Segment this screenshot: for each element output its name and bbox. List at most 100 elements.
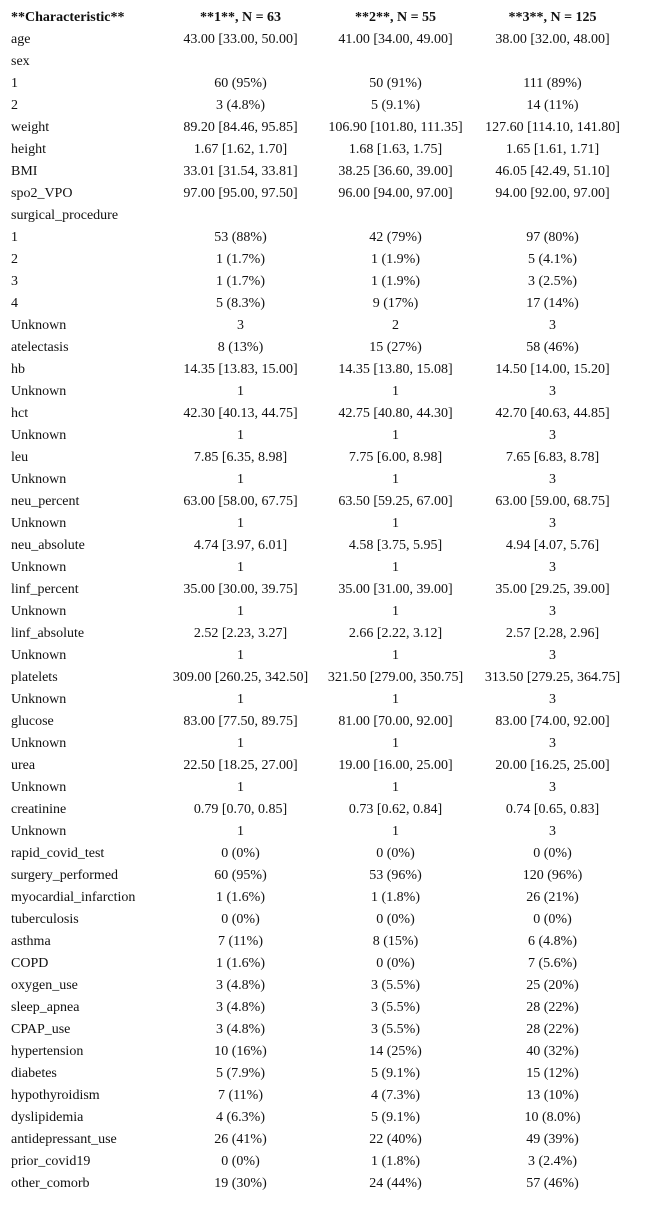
table-row: Unknown 1 1 3 — [9, 821, 632, 843]
table-row: 1 60 (95%) 50 (91%) 111 (89%) — [9, 73, 632, 95]
group-2-value: 1 — [392, 560, 399, 575]
group-2-value: 50 (91%) — [369, 76, 422, 91]
group-2-value — [318, 51, 473, 73]
row-label: 3 — [11, 274, 18, 289]
group-3-value: 17 (14%) — [526, 296, 579, 311]
group-3-value: 1.65 [1.61, 1.71] — [505, 142, 600, 157]
group-1-value: 0 (0%) — [221, 846, 260, 861]
row-label: diabetes — [11, 1066, 57, 1081]
group-1-value: 1.67 [1.62, 1.70] — [193, 142, 288, 157]
group-2-value: 14 (25%) — [369, 1044, 422, 1059]
row-label: oxygen_use — [11, 978, 78, 993]
group-2-value: 15 (27%) — [369, 340, 422, 355]
group-3-value: 3 (2.5%) — [528, 274, 577, 289]
row-label: other_comorb — [11, 1176, 90, 1191]
group-3-value: 83.00 [74.00, 92.00] — [495, 714, 610, 729]
group-2-value: 63.50 [59.25, 67.00] — [338, 494, 453, 509]
row-label: urea — [11, 758, 36, 773]
group-3-value: 3 — [549, 318, 556, 333]
table-row: other_comorb 19 (30%) 24 (44%) 57 (46%) — [9, 1173, 632, 1195]
group-1-value: 10 (16%) — [214, 1044, 267, 1059]
row-label: COPD — [11, 956, 49, 971]
row-label: Unknown — [11, 516, 67, 531]
table-row: 2 1 (1.7%) 1 (1.9%) 5 (4.1%) — [9, 249, 632, 271]
group-3-value: 3 — [549, 692, 556, 707]
row-label: 2 — [11, 98, 18, 113]
row-label: weight — [11, 120, 50, 135]
group-3-value: 94.00 [92.00, 97.00] — [495, 186, 610, 201]
group-1-value: 7.85 [6.35, 8.98] — [193, 450, 288, 465]
group-1-value: 0 (0%) — [221, 1154, 260, 1169]
table-row: 4 5 (8.3%) 9 (17%) 17 (14%) — [9, 293, 632, 315]
table-row: dyslipidemia 4 (6.3%) 5 (9.1%) 10 (8.0%) — [9, 1107, 632, 1129]
group-2-value: 14.35 [13.80, 15.08] — [338, 362, 453, 377]
group-3-value — [473, 205, 632, 227]
group-1-value: 3 (4.8%) — [216, 1000, 265, 1015]
group-2-value: 5 (9.1%) — [371, 98, 420, 113]
group-2-value: 321.50 [279.00, 350.75] — [327, 670, 464, 685]
group-3-value: 46.05 [42.49, 51.10] — [495, 164, 610, 179]
group-2-value: 1 — [392, 384, 399, 399]
group-2-value: 41.00 [34.00, 49.00] — [338, 32, 453, 47]
group-1-value: 0.79 [0.70, 0.85] — [193, 802, 288, 817]
table-row: platelets 309.00 [260.25, 342.50] 321.50 [… — [9, 667, 632, 689]
group-2-value: 7.75 [6.00, 8.98] — [348, 450, 443, 465]
group-1-value: 19 (30%) — [214, 1176, 267, 1191]
group-3-value: 3 — [549, 736, 556, 751]
row-label: spo2_VPO — [11, 186, 73, 201]
group-2-value — [318, 205, 473, 227]
row-label: height — [11, 142, 46, 157]
row-label: Unknown — [11, 736, 67, 751]
group-3-value: 14 (11%) — [526, 98, 579, 113]
group-3-value: 4.94 [4.07, 5.76] — [505, 538, 600, 553]
group-2-value: 1 — [392, 824, 399, 839]
group-3-value: 28 (22%) — [526, 1000, 579, 1015]
group-3-value: 49 (39%) — [526, 1132, 579, 1147]
group-1-value: 63.00 [58.00, 67.75] — [183, 494, 298, 509]
row-label: linf_absolute — [11, 626, 85, 641]
row-label: surgery_performed — [11, 868, 119, 883]
group-3-value: 3 — [549, 604, 556, 619]
group-2-value: 19.00 [16.00, 25.00] — [338, 758, 453, 773]
table-row: leu 7.85 [6.35, 8.98] 7.75 [6.00, 8.98] 7.6… — [9, 447, 632, 469]
group-1-value: 60 (95%) — [214, 76, 267, 91]
row-label: creatinine — [11, 802, 67, 817]
group-3-value: 3 — [549, 780, 556, 795]
table-row: Unknown 1 1 3 — [9, 689, 632, 711]
group-3-value: 5 (4.1%) — [528, 252, 577, 267]
group-3-value: 0 (0%) — [533, 846, 572, 861]
group-1-value: 7 (11%) — [218, 934, 263, 949]
table-row: sleep_apnea 3 (4.8%) 3 (5.5%) 28 (22%) — [9, 997, 632, 1019]
summary-table: **Characteristic** **1**, N = 63 **2**, … — [9, 7, 632, 1195]
table-row: asthma 7 (11%) 8 (15%) 6 (4.8%) — [9, 931, 632, 953]
group-1-value: 1 (1.7%) — [216, 274, 265, 289]
group-3-value: 40 (32%) — [526, 1044, 579, 1059]
row-label: atelectasis — [11, 340, 69, 355]
group-1-value: 3 — [237, 318, 244, 333]
row-label: tuberculosis — [11, 912, 79, 927]
row-label: rapid_covid_test — [11, 846, 105, 861]
group-1-value: 53 (88%) — [214, 230, 267, 245]
row-label: dyslipidemia — [11, 1110, 84, 1125]
group-2-value: 1 — [392, 736, 399, 751]
group-1-value: 43.00 [33.00, 50.00] — [183, 32, 298, 47]
row-label: neu_percent — [11, 494, 80, 509]
group-3-value: 127.60 [114.10, 141.80] — [485, 120, 620, 135]
row-label: glucose — [11, 714, 54, 729]
row-label: Unknown — [11, 824, 67, 839]
group-2-value: 53 (96%) — [369, 868, 422, 883]
row-label: sleep_apnea — [11, 1000, 80, 1015]
table-row: Unknown 1 1 3 — [9, 381, 632, 403]
group-3-value: 0.74 [0.65, 0.83] — [505, 802, 600, 817]
group-1-value: 309.00 [260.25, 342.50] — [172, 670, 309, 685]
row-label: Unknown — [11, 318, 67, 333]
table-row: Unknown 1 1 3 — [9, 733, 632, 755]
row-label: asthma — [11, 934, 51, 949]
group-1-value: 1 — [237, 560, 244, 575]
table-row: 2 3 (4.8%) 5 (9.1%) 14 (11%) — [9, 95, 632, 117]
row-label: surgical_procedure — [11, 208, 119, 223]
row-label: Unknown — [11, 384, 67, 399]
group-1-value: 89.20 [84.46, 95.85] — [183, 120, 298, 135]
group-1-value: 60 (95%) — [214, 868, 267, 883]
group-2-value: 0.73 [0.62, 0.84] — [348, 802, 443, 817]
